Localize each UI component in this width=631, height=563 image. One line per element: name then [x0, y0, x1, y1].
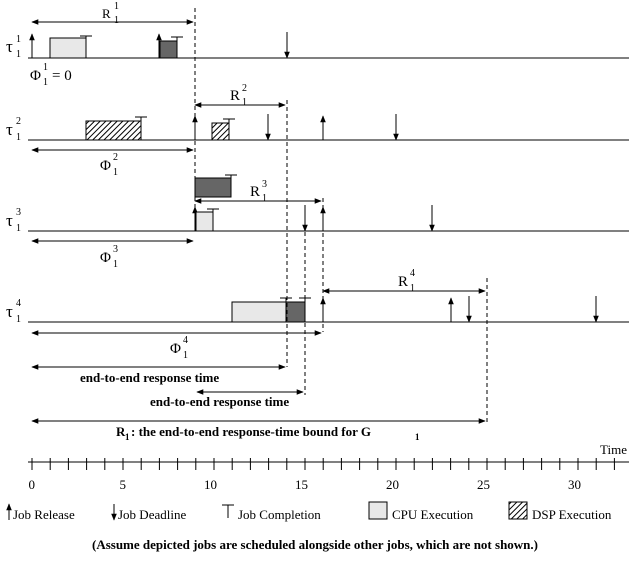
task-2-row: τ 2 1 R 2 1 Φ 2 1	[6, 83, 629, 178]
R12-sub: 1	[242, 97, 247, 108]
phi13-label: Φ	[100, 250, 111, 266]
legend-cpu-label: CPU Execution	[392, 507, 474, 522]
R14-sub: 1	[410, 283, 415, 294]
R12-sup: 2	[242, 83, 247, 94]
phi14-sub: 1	[183, 350, 188, 361]
tick-label-30: 30	[568, 477, 581, 492]
task-3-completion-1	[225, 174, 237, 197]
task-4-sub: 1	[16, 314, 21, 325]
phi12-sup: 2	[113, 152, 118, 163]
task-2-dsp-block-1	[85, 120, 142, 141]
task-3-row: τ 3 1 R 3 1 Φ 3 1	[6, 174, 629, 270]
task-3-sup: 3	[16, 207, 21, 218]
task-3-cpu-block	[195, 211, 214, 232]
task-2-completion-2	[223, 118, 235, 140]
phi11-label: Φ	[30, 68, 41, 84]
task-1-symbol: τ	[6, 37, 13, 56]
bound-text: : the end-to-end response-time bound for…	[131, 424, 371, 439]
task-1-dsp-block	[159, 40, 178, 59]
task-4-cpu-block	[231, 301, 287, 323]
bound-R: R	[116, 424, 126, 439]
task-2-sup: 2	[16, 116, 21, 127]
bound-R-sub: 1	[125, 432, 130, 442]
ete-label-1: end-to-end response time	[80, 370, 219, 385]
task-4-sup: 4	[16, 298, 21, 309]
task-3-sub: 1	[16, 223, 21, 234]
R13-sup: 3	[262, 179, 267, 190]
tick-label-0: 0	[29, 477, 36, 492]
task-2-dsp-block-2	[211, 122, 230, 141]
task-1-row: τ 1 1 R 1 1 Φ 1 1 = 0	[6, 1, 629, 88]
task-3-symbol: τ	[6, 211, 13, 230]
task-1-sub: 1	[16, 49, 21, 60]
task-4-row: τ 4 1 R 4 1 Φ 4 1	[6, 268, 629, 361]
R11-sub: 1	[114, 15, 119, 26]
R11-label: R	[102, 6, 111, 21]
time-axis-label: Time	[600, 442, 627, 457]
tick-label-25: 25	[477, 477, 490, 492]
legend-deadline-label: Job Deadline	[118, 507, 186, 522]
task-4-completion-1	[280, 297, 292, 322]
legend-cpu-icon	[368, 501, 388, 520]
task-2-symbol: τ	[6, 120, 13, 139]
tick-label-5: 5	[120, 477, 127, 492]
task-3-completion-2	[207, 208, 219, 231]
phi14-label: Φ	[170, 341, 181, 357]
ete-label-2: end-to-end response time	[150, 394, 289, 409]
time-axis-ticks	[31, 458, 615, 470]
R13-label: R	[250, 184, 260, 200]
tick-label-10: 10	[204, 477, 217, 492]
task-2-completion-1	[135, 116, 147, 140]
phi11-sup: 1	[43, 62, 48, 73]
legend: Job Release Job Deadline Job Completion …	[6, 501, 612, 522]
time-axis: Time 0 5 10 15 20 25 30	[28, 442, 629, 492]
R14-label: R	[398, 274, 408, 290]
task-1-cpu-block	[49, 37, 87, 59]
legend-dsp-label: DSP Execution	[532, 507, 612, 522]
task-3-dsp-block	[194, 177, 232, 198]
task-4-dsp-block	[285, 301, 306, 323]
phi14-sup: 4	[183, 335, 188, 346]
phi11-value: = 0	[52, 68, 72, 84]
phi11-sub: 1	[43, 77, 48, 88]
tick-label-15: 15	[295, 477, 308, 492]
R14-sup: 4	[410, 268, 415, 279]
R13-sub: 1	[262, 193, 267, 204]
task-4-symbol: τ	[6, 302, 13, 321]
task-1-completion-2	[171, 36, 183, 58]
phi13-sup: 3	[113, 244, 118, 255]
phi12-label: Φ	[100, 158, 111, 174]
footnote: (Assume depicted jobs are scheduled alon…	[92, 537, 538, 552]
phi13-sub: 1	[113, 259, 118, 270]
legend-release-label: Job Release	[13, 507, 75, 522]
R12-label: R	[230, 88, 240, 104]
legend-completion-label: Job Completion	[238, 507, 321, 522]
task-2-sub: 1	[16, 132, 21, 143]
bound-G-sub: 1	[415, 432, 420, 442]
legend-completion-icon	[222, 504, 234, 518]
task-1-sup: 1	[16, 34, 21, 45]
tick-label-20: 20	[386, 477, 399, 492]
R11-sup: 1	[114, 1, 119, 12]
phi12-sub: 1	[113, 167, 118, 178]
legend-dsp-icon	[508, 501, 528, 520]
task-1-completion-1	[80, 35, 92, 58]
